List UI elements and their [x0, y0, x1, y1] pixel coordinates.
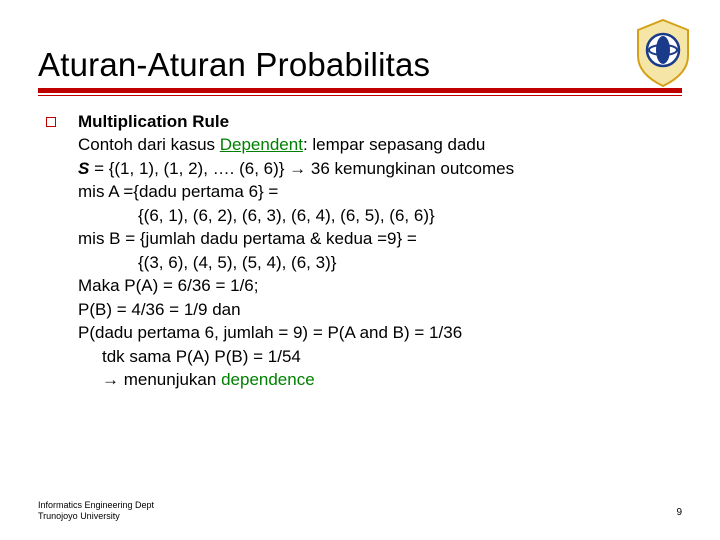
square-bullet-icon [46, 117, 56, 127]
slide-title: Aturan-Aturan Probabilitas [38, 46, 682, 84]
title-underline [38, 88, 682, 96]
dependence-term: dependence [221, 370, 315, 389]
bullet-content: Multiplication Rule Contoh dari kasus De… [78, 110, 682, 391]
text-line: {(6, 1), (6, 2), (6, 3), (6, 4), (6, 5),… [78, 204, 682, 227]
text-line: tdk sama P(A) P(B) = 1/54 [78, 345, 682, 368]
footer: Informatics Engineering Dept Trunojoyo U… [38, 500, 154, 523]
text-line: S = {(1, 1), (1, 2), …. (6, 6)} → 36 kem… [78, 157, 682, 180]
text-line: Contoh dari kasus Dependent: lempar sepa… [78, 133, 682, 156]
subheading: Multiplication Rule [78, 110, 682, 133]
dependent-term: Dependent [220, 135, 303, 154]
text-line: → menunjukan dependence [78, 368, 682, 391]
text-line: mis B = {jumlah dadu pertama & kedua =9}… [78, 227, 682, 250]
slide: Aturan-Aturan Probabilitas Multiplicatio… [0, 0, 720, 540]
footer-line: Trunojoyo University [38, 511, 154, 522]
text-line: {(3, 6), (4, 5), (5, 4), (6, 3)} [78, 251, 682, 274]
text-line: P(B) = 4/36 = 1/9 dan [78, 298, 682, 321]
text-line: Maka P(A) = 6/36 = 1/6; [78, 274, 682, 297]
footer-line: Informatics Engineering Dept [38, 500, 154, 511]
text-line: P(dadu pertama 6, jumlah = 9) = P(A and … [78, 321, 682, 344]
text-line: mis A ={dadu pertama 6} = [78, 180, 682, 203]
university-logo [634, 18, 692, 88]
page-number: 9 [676, 507, 682, 518]
bullet-item: Multiplication Rule Contoh dari kasus De… [46, 110, 682, 391]
slide-body: Multiplication Rule Contoh dari kasus De… [38, 110, 682, 391]
